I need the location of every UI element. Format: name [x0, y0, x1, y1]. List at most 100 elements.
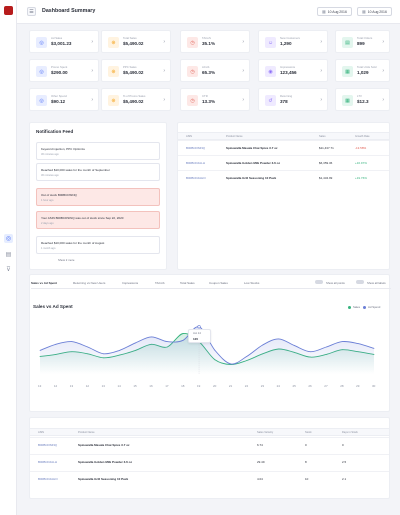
reports-nav-icon[interactable]: ▤: [5, 252, 12, 258]
asin-link[interactable]: B00BCDJALH: [186, 161, 206, 165]
product-name: Spicewalla Grill Seasoning 10 Pack: [226, 176, 277, 180]
chart-tab[interactable]: Total Sales: [180, 281, 195, 285]
table-row[interactable]: B00BCDSINQ Spicewalla Masala Chai Spice 3…: [178, 140, 389, 155]
table-row[interactable]: B00BCDSINQ Spicewalla Masala Chai Spice 3…: [30, 437, 389, 452]
stat-card[interactable]: ⊕ % of Promo Sales $5,490.02 ›: [101, 88, 171, 111]
date-from-button[interactable]: ▦ 10 Aug 2016: [317, 7, 352, 16]
x-tick-label: 30: [372, 384, 376, 388]
stat-card[interactable]: ⊕ Total Sales $5,490.02 ›: [101, 30, 171, 53]
stat-value: $5,490.02: [123, 70, 144, 75]
asin-link[interactable]: B00BCDJALH: [38, 460, 58, 464]
notification-item[interactable]: Your ASIN B00BCDSINQ was out of stock si…: [36, 211, 160, 229]
chevron-right-icon[interactable]: ›: [163, 97, 165, 103]
asin-link[interactable]: B00BCDJAHO: [186, 176, 206, 180]
table-row[interactable]: B00BCDJAHO Spicewalla Grill Seasoning 10 …: [30, 471, 389, 486]
header-bar: ☰ Dashboard Summary ▦ 10 Aug 2016 ▦ 10 Aug…: [17, 0, 400, 24]
notification-text: Reached $10,000 sales for the month of A…: [41, 241, 105, 245]
chevron-right-icon[interactable]: ›: [91, 97, 93, 103]
chevron-right-icon[interactable]: ›: [242, 68, 244, 74]
stat-label: Other Spend: [51, 94, 67, 98]
stat-card[interactable]: ◉ Impressions 123,456 ›: [258, 59, 328, 82]
chevron-right-icon[interactable]: ›: [320, 39, 322, 45]
chart-tab[interactable]: Impressions: [122, 281, 139, 285]
stat-label: New Customers: [280, 36, 300, 40]
tabs-divider: [31, 288, 391, 289]
filter-nav-icon[interactable]: ⊽: [6, 267, 11, 273]
ltv-icon: ▦: [342, 95, 353, 106]
notification-item[interactable]: Out of stock B00BCDSINQ 1 hour ago: [36, 188, 160, 206]
date-to-button[interactable]: ▦ 10 Aug 2016: [357, 7, 392, 16]
x-tick-label: 23: [260, 384, 265, 388]
chart-tab[interactable]: TACoS: [155, 281, 165, 285]
stat-label: CTR: [202, 94, 208, 98]
chevron-right-icon[interactable]: ›: [242, 39, 244, 45]
chart-tab[interactable]: Low Stocks: [244, 281, 260, 285]
stat-card[interactable]: ◎ Other Spend $90.12 ›: [29, 88, 99, 111]
chevron-right-icon[interactable]: ›: [382, 97, 384, 103]
notification-item[interactable]: Reached $10,000 sales for the month of A…: [36, 236, 160, 254]
stat-card[interactable]: ◎ Ad Sales $3,001.23 ›: [29, 30, 99, 53]
stat-card[interactable]: ◷ CTR 13.3% ›: [180, 88, 250, 111]
table-row[interactable]: B00BCDJALH Spicewalla Golden Milk Powder …: [30, 454, 389, 469]
stat-card[interactable]: ☺ New Customers 1,290 ›: [258, 30, 328, 53]
chevron-right-icon[interactable]: ›: [163, 68, 165, 74]
x-tick-label: 29: [356, 384, 360, 388]
chart-tab[interactable]: Returning vs New Users: [73, 281, 106, 285]
chevron-right-icon[interactable]: ›: [91, 39, 93, 45]
growth-rate: +19.76%: [355, 176, 367, 180]
chevron-right-icon[interactable]: ›: [382, 39, 384, 45]
table-row[interactable]: B00BCDJALH Spicewalla Golden Milk Powder …: [178, 155, 389, 170]
x-tick-label: 13: [38, 384, 42, 388]
chevron-right-icon[interactable]: ›: [242, 97, 244, 103]
chevron-right-icon[interactable]: ›: [382, 68, 384, 74]
menu-toggle-button[interactable]: ☰: [27, 7, 36, 16]
stat-card[interactable]: ◷ ACoS 65.3% ›: [180, 59, 250, 82]
x-tick-label: 21: [228, 384, 233, 388]
app-logo[interactable]: [4, 6, 13, 15]
legend-sales-label: Sales: [353, 305, 360, 309]
notification-text: Keyword injection, PPC Optimize: [41, 147, 86, 151]
stat-label: Promo Spent: [51, 65, 68, 69]
days-in-stock: 2.1: [342, 477, 347, 481]
calendar-icon: ▦: [322, 9, 326, 14]
asin-link[interactable]: B00BCDSINQ: [186, 146, 206, 150]
chevron-right-icon[interactable]: ›: [320, 97, 322, 103]
date-from-label: 10 Aug 2016: [327, 9, 347, 14]
date-to-label: 10 Aug 2016: [367, 9, 387, 14]
notification-text: Your ASIN B00BCDSINQ was out of stock si…: [41, 216, 124, 220]
stat-card[interactable]: ◎ Promo Spent $290.00 ›: [29, 59, 99, 82]
x-tick-label: 24: [276, 384, 280, 388]
legend-ad-spend-dot: [363, 305, 366, 309]
dashboard-nav-icon[interactable]: ◎: [4, 234, 13, 243]
stat-card[interactable]: ▤ Total Orders 899 ›: [335, 30, 390, 53]
chart-tab[interactable]: Coupon Sales: [209, 281, 228, 285]
stat-card[interactable]: ⊕ PPC Sales $5,490.02 ›: [101, 59, 171, 82]
show-labels-label: Show all labels: [367, 281, 386, 285]
stat-card[interactable]: ↺ Returning 378 ›: [258, 88, 328, 111]
stat-card[interactable]: ▦ Total Units Sold 1,029 ›: [335, 59, 390, 82]
show-more-link[interactable]: Show 2 more: [58, 258, 75, 262]
legend-sales: Sales: [348, 305, 360, 309]
x-tick-label: 17: [165, 384, 169, 388]
sales-value: $6,359.36: [319, 161, 333, 165]
asin-link[interactable]: B00BCDSINQ: [38, 443, 58, 447]
ad-sales-icon: ◎: [36, 37, 47, 48]
stat-card[interactable]: ▦ LTV $12.3 ›: [335, 88, 390, 111]
x-tick-label: 13: [101, 384, 105, 388]
notification-item[interactable]: Keyword injection, PPC Optimize 30 minute…: [36, 142, 160, 160]
notification-item[interactable]: Reached $10,000 sales for the month of S…: [36, 163, 160, 181]
table-row[interactable]: B00BCDJAHO Spicewalla Grill Seasoning 10 …: [178, 170, 389, 185]
col-growth-rate: Growth Rate: [355, 135, 370, 138]
stat-value: $290.00: [51, 70, 68, 75]
asin-link[interactable]: B00BCDJAHO: [38, 477, 58, 481]
chevron-right-icon[interactable]: ›: [320, 68, 322, 74]
ppc-sales-icon: ⊕: [108, 66, 119, 77]
chevron-right-icon[interactable]: ›: [163, 39, 165, 45]
chevron-right-icon[interactable]: ›: [91, 68, 93, 74]
stat-label: Returning: [280, 94, 293, 98]
show-points-toggle[interactable]: [315, 280, 323, 284]
stat-card[interactable]: ◷ TACoS 35.1% ›: [180, 30, 250, 53]
stat-value: 899: [357, 41, 365, 46]
show-labels-toggle[interactable]: [356, 280, 364, 284]
